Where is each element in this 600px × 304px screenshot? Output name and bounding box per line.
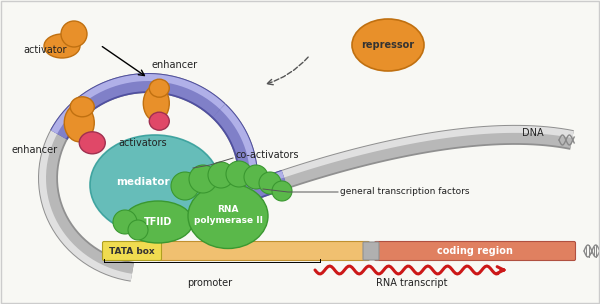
Text: general transcription factors: general transcription factors	[340, 188, 470, 196]
Circle shape	[189, 165, 217, 193]
FancyBboxPatch shape	[363, 242, 379, 260]
Text: DNA: DNA	[522, 128, 544, 138]
Ellipse shape	[64, 104, 94, 142]
Text: coding region: coding region	[437, 246, 513, 256]
Polygon shape	[213, 105, 287, 197]
Ellipse shape	[352, 19, 424, 71]
Circle shape	[244, 165, 268, 189]
FancyBboxPatch shape	[374, 241, 575, 261]
Text: enhancer: enhancer	[152, 60, 198, 70]
Ellipse shape	[188, 184, 268, 248]
FancyBboxPatch shape	[103, 241, 161, 261]
Polygon shape	[52, 75, 224, 139]
Text: mediator: mediator	[116, 177, 170, 187]
Ellipse shape	[149, 79, 169, 97]
Circle shape	[171, 172, 199, 200]
Ellipse shape	[44, 34, 80, 58]
Circle shape	[61, 21, 87, 47]
Ellipse shape	[149, 112, 169, 130]
Text: TFIID: TFIID	[144, 217, 172, 227]
Text: enhancer: enhancer	[12, 145, 58, 155]
Text: promoter: promoter	[187, 278, 233, 288]
Circle shape	[128, 220, 148, 240]
Text: co-activators: co-activators	[235, 150, 299, 160]
Ellipse shape	[143, 85, 169, 121]
Polygon shape	[38, 73, 574, 282]
Text: activator: activator	[23, 45, 67, 55]
Circle shape	[226, 161, 252, 187]
Polygon shape	[40, 75, 574, 280]
Polygon shape	[39, 74, 574, 281]
Circle shape	[259, 172, 281, 194]
Text: RNA
polymerase II: RNA polymerase II	[193, 205, 263, 225]
Ellipse shape	[79, 132, 105, 154]
FancyBboxPatch shape	[157, 241, 370, 261]
Circle shape	[208, 162, 234, 188]
Text: repressor: repressor	[361, 40, 415, 50]
Text: TATA box: TATA box	[109, 247, 155, 255]
Circle shape	[272, 181, 292, 201]
Text: RNA transcript: RNA transcript	[376, 278, 448, 288]
Ellipse shape	[123, 201, 193, 243]
Circle shape	[113, 210, 137, 234]
Ellipse shape	[70, 97, 94, 117]
Polygon shape	[51, 74, 225, 134]
Text: activators: activators	[118, 138, 167, 148]
Polygon shape	[212, 104, 288, 199]
Polygon shape	[50, 73, 226, 140]
Polygon shape	[220, 105, 284, 190]
Ellipse shape	[90, 135, 220, 235]
